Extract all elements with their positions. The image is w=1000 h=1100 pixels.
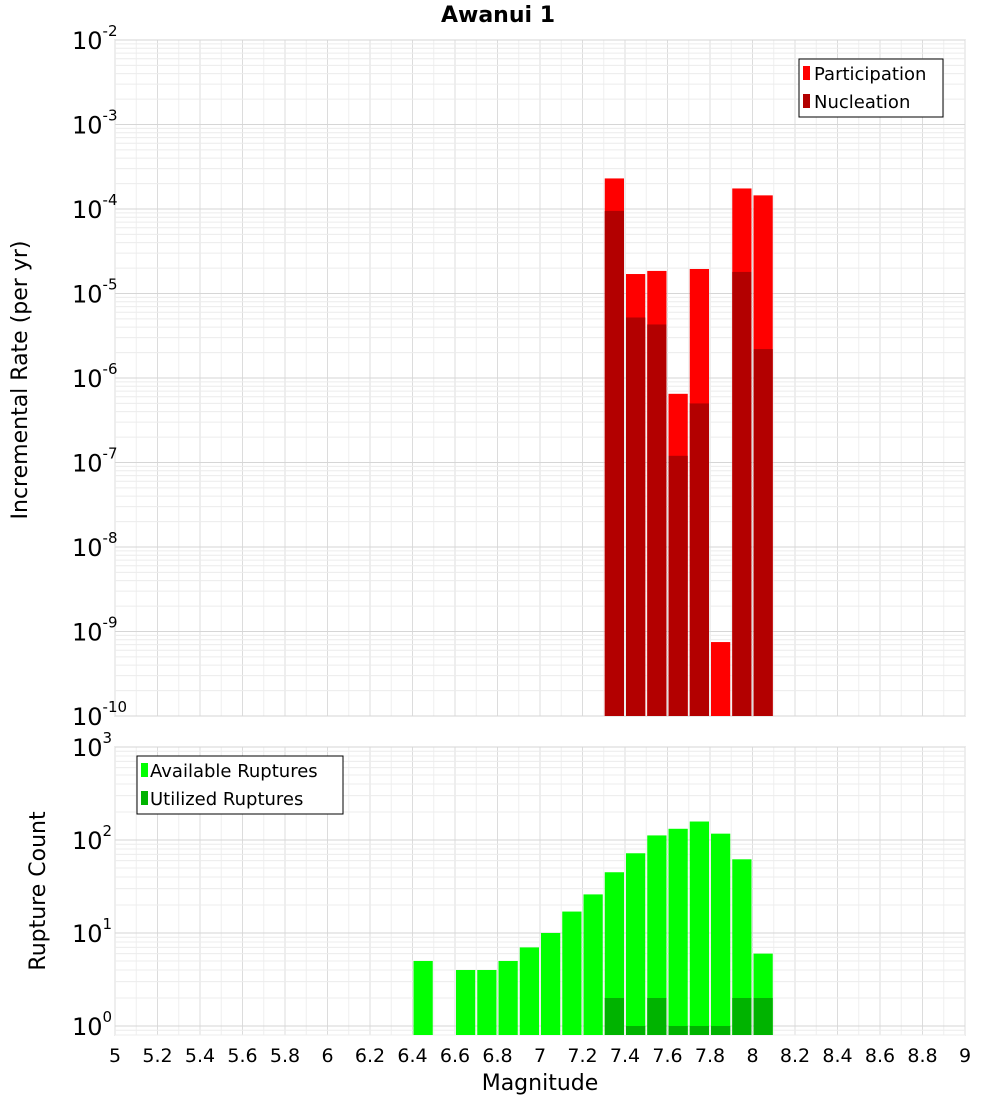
bottom-bar-available-ruptures <box>498 960 518 1035</box>
x-axis-label: Magnitude <box>482 1071 599 1096</box>
bottom-bar-utilized-ruptures <box>689 1025 709 1035</box>
top-bar-nucleation <box>626 317 646 716</box>
bottom-bar-available-ruptures <box>477 969 497 1035</box>
legend-label-participation: Participation <box>814 64 926 85</box>
x-tick-label: 8.8 <box>907 1045 937 1067</box>
top-y-axis-label: Incremental Rate (per yr) <box>8 241 33 520</box>
legend-label-nucleation: Nucleation <box>814 92 910 113</box>
bottom-bars <box>413 821 773 1035</box>
x-tick-label: 6.6 <box>440 1045 470 1067</box>
bottom-bar-available-ruptures <box>626 853 646 1035</box>
x-tick-label: 7.6 <box>652 1045 682 1067</box>
legend-swatch-participation <box>803 66 810 80</box>
x-tick-label: 8.4 <box>822 1045 852 1067</box>
bottom-bar-utilized-ruptures <box>668 1025 688 1035</box>
bottom-grid <box>114 746 966 1036</box>
x-tick-label: 5.2 <box>142 1045 172 1067</box>
top-bars <box>604 178 773 717</box>
top-bar-nucleation <box>604 210 624 716</box>
x-tick-label: 8.6 <box>865 1045 895 1067</box>
bottom-bar-available-ruptures <box>456 969 476 1035</box>
legend-swatch-nucleation <box>803 94 810 108</box>
x-tick-label: 6.2 <box>355 1045 385 1067</box>
x-tick-label: 6.8 <box>482 1045 512 1067</box>
x-tick-label: 9 <box>959 1045 971 1067</box>
x-tick-label: 7.2 <box>567 1045 597 1067</box>
top-bar-nucleation <box>753 349 773 716</box>
x-tick-label: 7.8 <box>695 1045 725 1067</box>
bottom-bar-available-ruptures <box>583 894 603 1035</box>
x-tick-label: 7.4 <box>610 1045 640 1067</box>
x-tick-label: 5.8 <box>270 1045 300 1067</box>
x-tick-label: 7 <box>534 1045 546 1067</box>
bottom-bar-available-ruptures <box>413 960 433 1035</box>
bottom-bar-available-ruptures <box>668 828 688 1035</box>
legend-label-utilized: Utilized Ruptures <box>150 789 303 810</box>
x-tick-label: 8 <box>746 1045 758 1067</box>
top-legend: Participation Nucleation <box>798 58 944 118</box>
bottom-bar-available-ruptures <box>711 833 731 1035</box>
legend-swatch-available <box>141 763 148 777</box>
bottom-bar-utilized-ruptures <box>732 997 752 1035</box>
top-bar-nucleation <box>668 455 688 716</box>
legend-label-available: Available Ruptures <box>150 761 318 782</box>
x-tick-labels: 5 5.2 5.4 5.6 5.8 6 6.2 6.4 6.6 6.8 7 7.2 7.4 7.6 7.8 8… <box>109 1045 971 1067</box>
x-tick-label: 5.6 <box>227 1045 257 1067</box>
top-y-tick-label: 10-5 <box>72 276 118 309</box>
bottom-bar-utilized-ruptures <box>753 997 773 1035</box>
bottom-bar-utilized-ruptures <box>604 997 624 1035</box>
legend-swatch-utilized <box>141 791 148 805</box>
top-y-tick-label: 10-10 <box>72 698 127 731</box>
top-bar-nucleation <box>689 403 709 716</box>
bottom-bar-available-ruptures <box>562 911 582 1035</box>
chart-title: Awanui 1 <box>441 3 555 28</box>
bottom-y-axis-label: Rupture Count <box>26 811 51 971</box>
bottom-bar-available-ruptures <box>519 947 539 1035</box>
bottom-bar-utilized-ruptures <box>711 1025 731 1035</box>
bottom-legend-box <box>136 755 344 815</box>
bottom-bar-available-ruptures <box>604 872 624 1035</box>
bottom-bar-available-ruptures <box>647 835 667 1035</box>
top-legend-box <box>798 58 944 118</box>
x-tick-label: 8.2 <box>780 1045 810 1067</box>
top-bar-nucleation <box>647 324 667 716</box>
top-bar-participation <box>711 642 731 716</box>
top-bar-nucleation <box>732 271 752 716</box>
bottom-bar-utilized-ruptures <box>626 1025 646 1035</box>
top-grid <box>114 39 966 717</box>
bottom-legend: Available Ruptures Utilized Ruptures <box>136 755 344 815</box>
x-tick-label: 6 <box>321 1045 333 1067</box>
x-tick-label: 6.4 <box>397 1045 427 1067</box>
x-tick-label: 5.4 <box>185 1045 215 1067</box>
x-tick-label: 5 <box>109 1045 121 1067</box>
bottom-bar-available-ruptures <box>541 932 561 1035</box>
bottom-bar-utilized-ruptures <box>647 997 667 1035</box>
bottom-bar-available-ruptures <box>732 859 752 1035</box>
bottom-y-tick-label: 101 <box>72 915 112 948</box>
bottom-bar-available-ruptures <box>689 821 709 1035</box>
